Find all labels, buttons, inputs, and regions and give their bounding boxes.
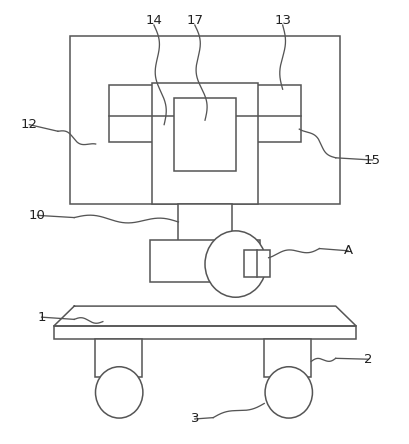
Text: 13: 13 (274, 14, 290, 27)
Bar (149, 240, 260, 282)
Circle shape (265, 367, 312, 418)
Text: 14: 14 (145, 14, 162, 27)
Bar (178, 204, 231, 242)
Circle shape (95, 367, 143, 418)
Bar (243, 250, 270, 278)
Bar (94, 339, 142, 377)
Circle shape (204, 231, 265, 297)
Polygon shape (54, 306, 355, 326)
Bar (54, 326, 355, 339)
Text: 2: 2 (363, 353, 372, 366)
Bar (264, 339, 310, 377)
Bar (109, 85, 300, 143)
Bar (174, 98, 235, 171)
Text: 15: 15 (363, 154, 380, 166)
Text: 17: 17 (186, 14, 203, 27)
Bar (151, 83, 258, 204)
Bar (70, 36, 339, 204)
Text: 3: 3 (190, 412, 198, 425)
Text: 10: 10 (29, 209, 46, 222)
Text: 12: 12 (21, 118, 38, 131)
Text: 1: 1 (37, 311, 46, 324)
Text: A: A (343, 244, 352, 257)
